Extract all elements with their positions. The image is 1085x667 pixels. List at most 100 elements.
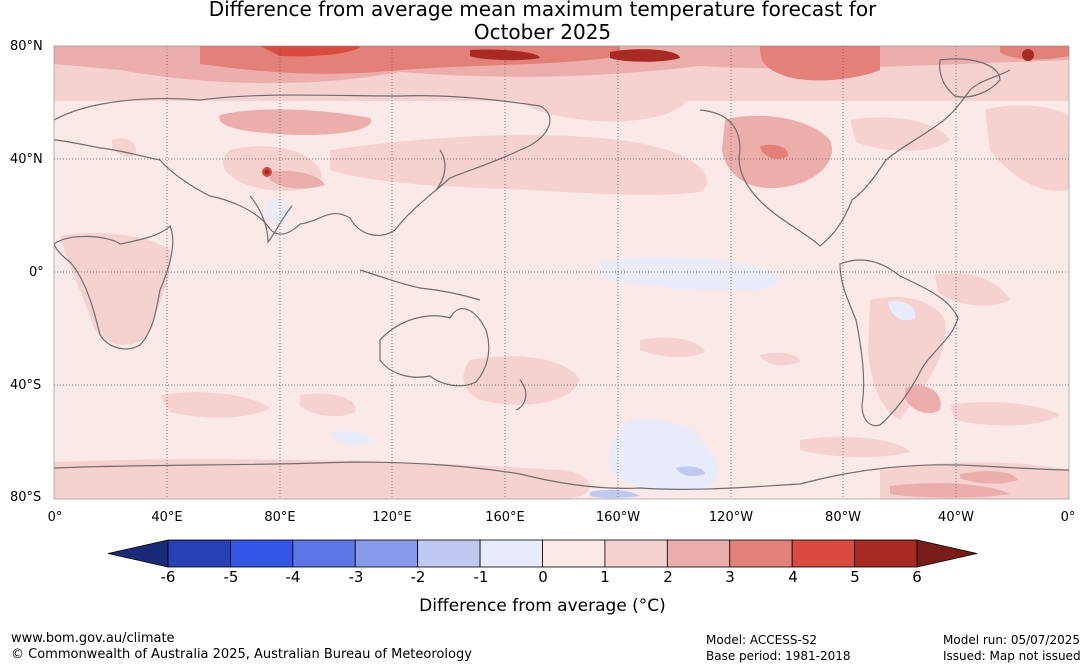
colorbar-tick-label: -3 (348, 568, 364, 586)
anomaly-region (960, 471, 1018, 484)
coastline-greenland (939, 58, 1001, 98)
coastline-indonesia (359, 269, 481, 301)
colorbar-tick-label: -6 (160, 568, 176, 586)
colorbar-bin (167, 539, 231, 568)
colorbar-bin (417, 539, 481, 568)
coastline-new-zealand (515, 379, 527, 411)
anomaly-region (935, 272, 1010, 306)
colorbar-tick-label: 2 (663, 568, 673, 586)
colorbar-tick-label: 5 (850, 568, 860, 586)
anomaly-region (54, 459, 590, 499)
anomaly-region (60, 232, 171, 345)
anomaly-regions (54, 46, 1069, 499)
colorbar-bin (542, 539, 606, 568)
map-title-line1: Difference from average mean maximum tem… (208, 0, 877, 21)
map-title-line2: October 2025 (473, 20, 612, 44)
lon-label: 160°E (485, 510, 525, 525)
lon-label: 160°W (595, 510, 641, 525)
anomaly-region (905, 385, 941, 414)
anomaly-region (111, 138, 136, 157)
colorbar-bin (666, 539, 731, 568)
anomaly-region (600, 257, 779, 291)
anomaly-region (950, 401, 1060, 426)
anomaly-region (330, 430, 372, 446)
colorbar-title: Difference from average (°C) (419, 596, 666, 616)
colorbar-tick-label: -5 (223, 568, 239, 586)
anomaly-region (300, 393, 356, 417)
coastlines (54, 58, 1069, 490)
coastline-south-america (839, 259, 959, 427)
anomaly-region (1000, 46, 1069, 60)
anomaly-region (676, 466, 705, 476)
anomaly-region (470, 49, 540, 61)
model-run-text: Model run: 05/07/2025 (943, 633, 1081, 647)
anomaly-region (517, 81, 690, 122)
anomaly-region (760, 46, 880, 81)
anomaly-region (800, 436, 910, 458)
anomaly-region (330, 134, 708, 196)
lon-label: 80°W (825, 510, 861, 525)
anomaly-region (160, 392, 270, 418)
colorbar-tick-label: -2 (410, 568, 426, 586)
lat-label-40n: 40°N (10, 152, 43, 167)
anomaly-region (888, 300, 916, 321)
gridlines (54, 46, 1069, 499)
coastline-eurasia (54, 94, 551, 236)
anomaly-region (270, 170, 325, 189)
colorbar-bin (729, 539, 793, 568)
colorbar-extend-high (916, 539, 978, 568)
colorbar-tick-label: 0 (538, 568, 548, 586)
lon-label: 40°E (151, 510, 183, 525)
coastline-north-america (699, 69, 1011, 247)
anomaly-region (264, 169, 270, 175)
coastline-japan (435, 149, 446, 191)
colorbar-bin (292, 539, 356, 568)
anomaly-region (640, 337, 705, 358)
map-border (53, 45, 1070, 500)
colorbar-bin (791, 539, 855, 568)
coastline-india (249, 195, 293, 244)
issued-text: Issued: Map not issued (943, 649, 1081, 663)
colorbar-bin (604, 539, 668, 568)
website-text: www.bom.gov.au/climate (11, 631, 175, 646)
anomaly-region (985, 105, 1069, 192)
lat-label-0: 0° (29, 265, 44, 280)
anomaly-region (590, 489, 640, 499)
anomaly-region (890, 483, 1010, 498)
lat-label-40s: 40°S (10, 378, 42, 393)
colorbar-tick-label: 6 (912, 568, 922, 586)
anomaly-region (219, 109, 372, 136)
colorbar (107, 539, 978, 568)
lat-label-80n: 80°N (10, 39, 43, 54)
anomaly-region (610, 49, 680, 62)
anomaly-region (260, 46, 360, 57)
anomaly-region (60, 72, 140, 95)
colorbar-bin (354, 539, 419, 568)
colorbar-tick-label: 4 (788, 568, 798, 586)
lon-label: 120°E (372, 510, 412, 525)
anomaly-region (760, 352, 800, 366)
copyright-text: © Commonwealth of Australia 2025, Austra… (11, 647, 472, 662)
coastline-antarctica (54, 461, 1069, 490)
coastline-australia (379, 308, 490, 387)
anomaly-region (1022, 49, 1034, 61)
colorbar-tick-label: 3 (725, 568, 735, 586)
lon-label: 0° (47, 510, 63, 525)
colorbar-tick-label: 1 (600, 568, 610, 586)
anomaly-region (868, 296, 946, 420)
coastline-africa (54, 224, 174, 350)
colorbar-bin (230, 539, 294, 568)
colorbar-bin (854, 539, 918, 568)
colorbar-tick-label: -1 (473, 568, 489, 586)
anomaly-region (760, 144, 789, 159)
lon-label: 40°W (938, 510, 974, 525)
lat-label-80s: 80°S (10, 490, 42, 505)
colorbar-extend-low (107, 539, 169, 568)
anomaly-region (463, 356, 580, 405)
colorbar-bin (479, 539, 543, 568)
colorbar-tick-label: -4 (285, 568, 301, 586)
lon-label: 80°E (264, 510, 296, 525)
base-period-text: Base period: 1981-2018 (706, 649, 851, 663)
lon-label: 0° (1060, 510, 1076, 525)
